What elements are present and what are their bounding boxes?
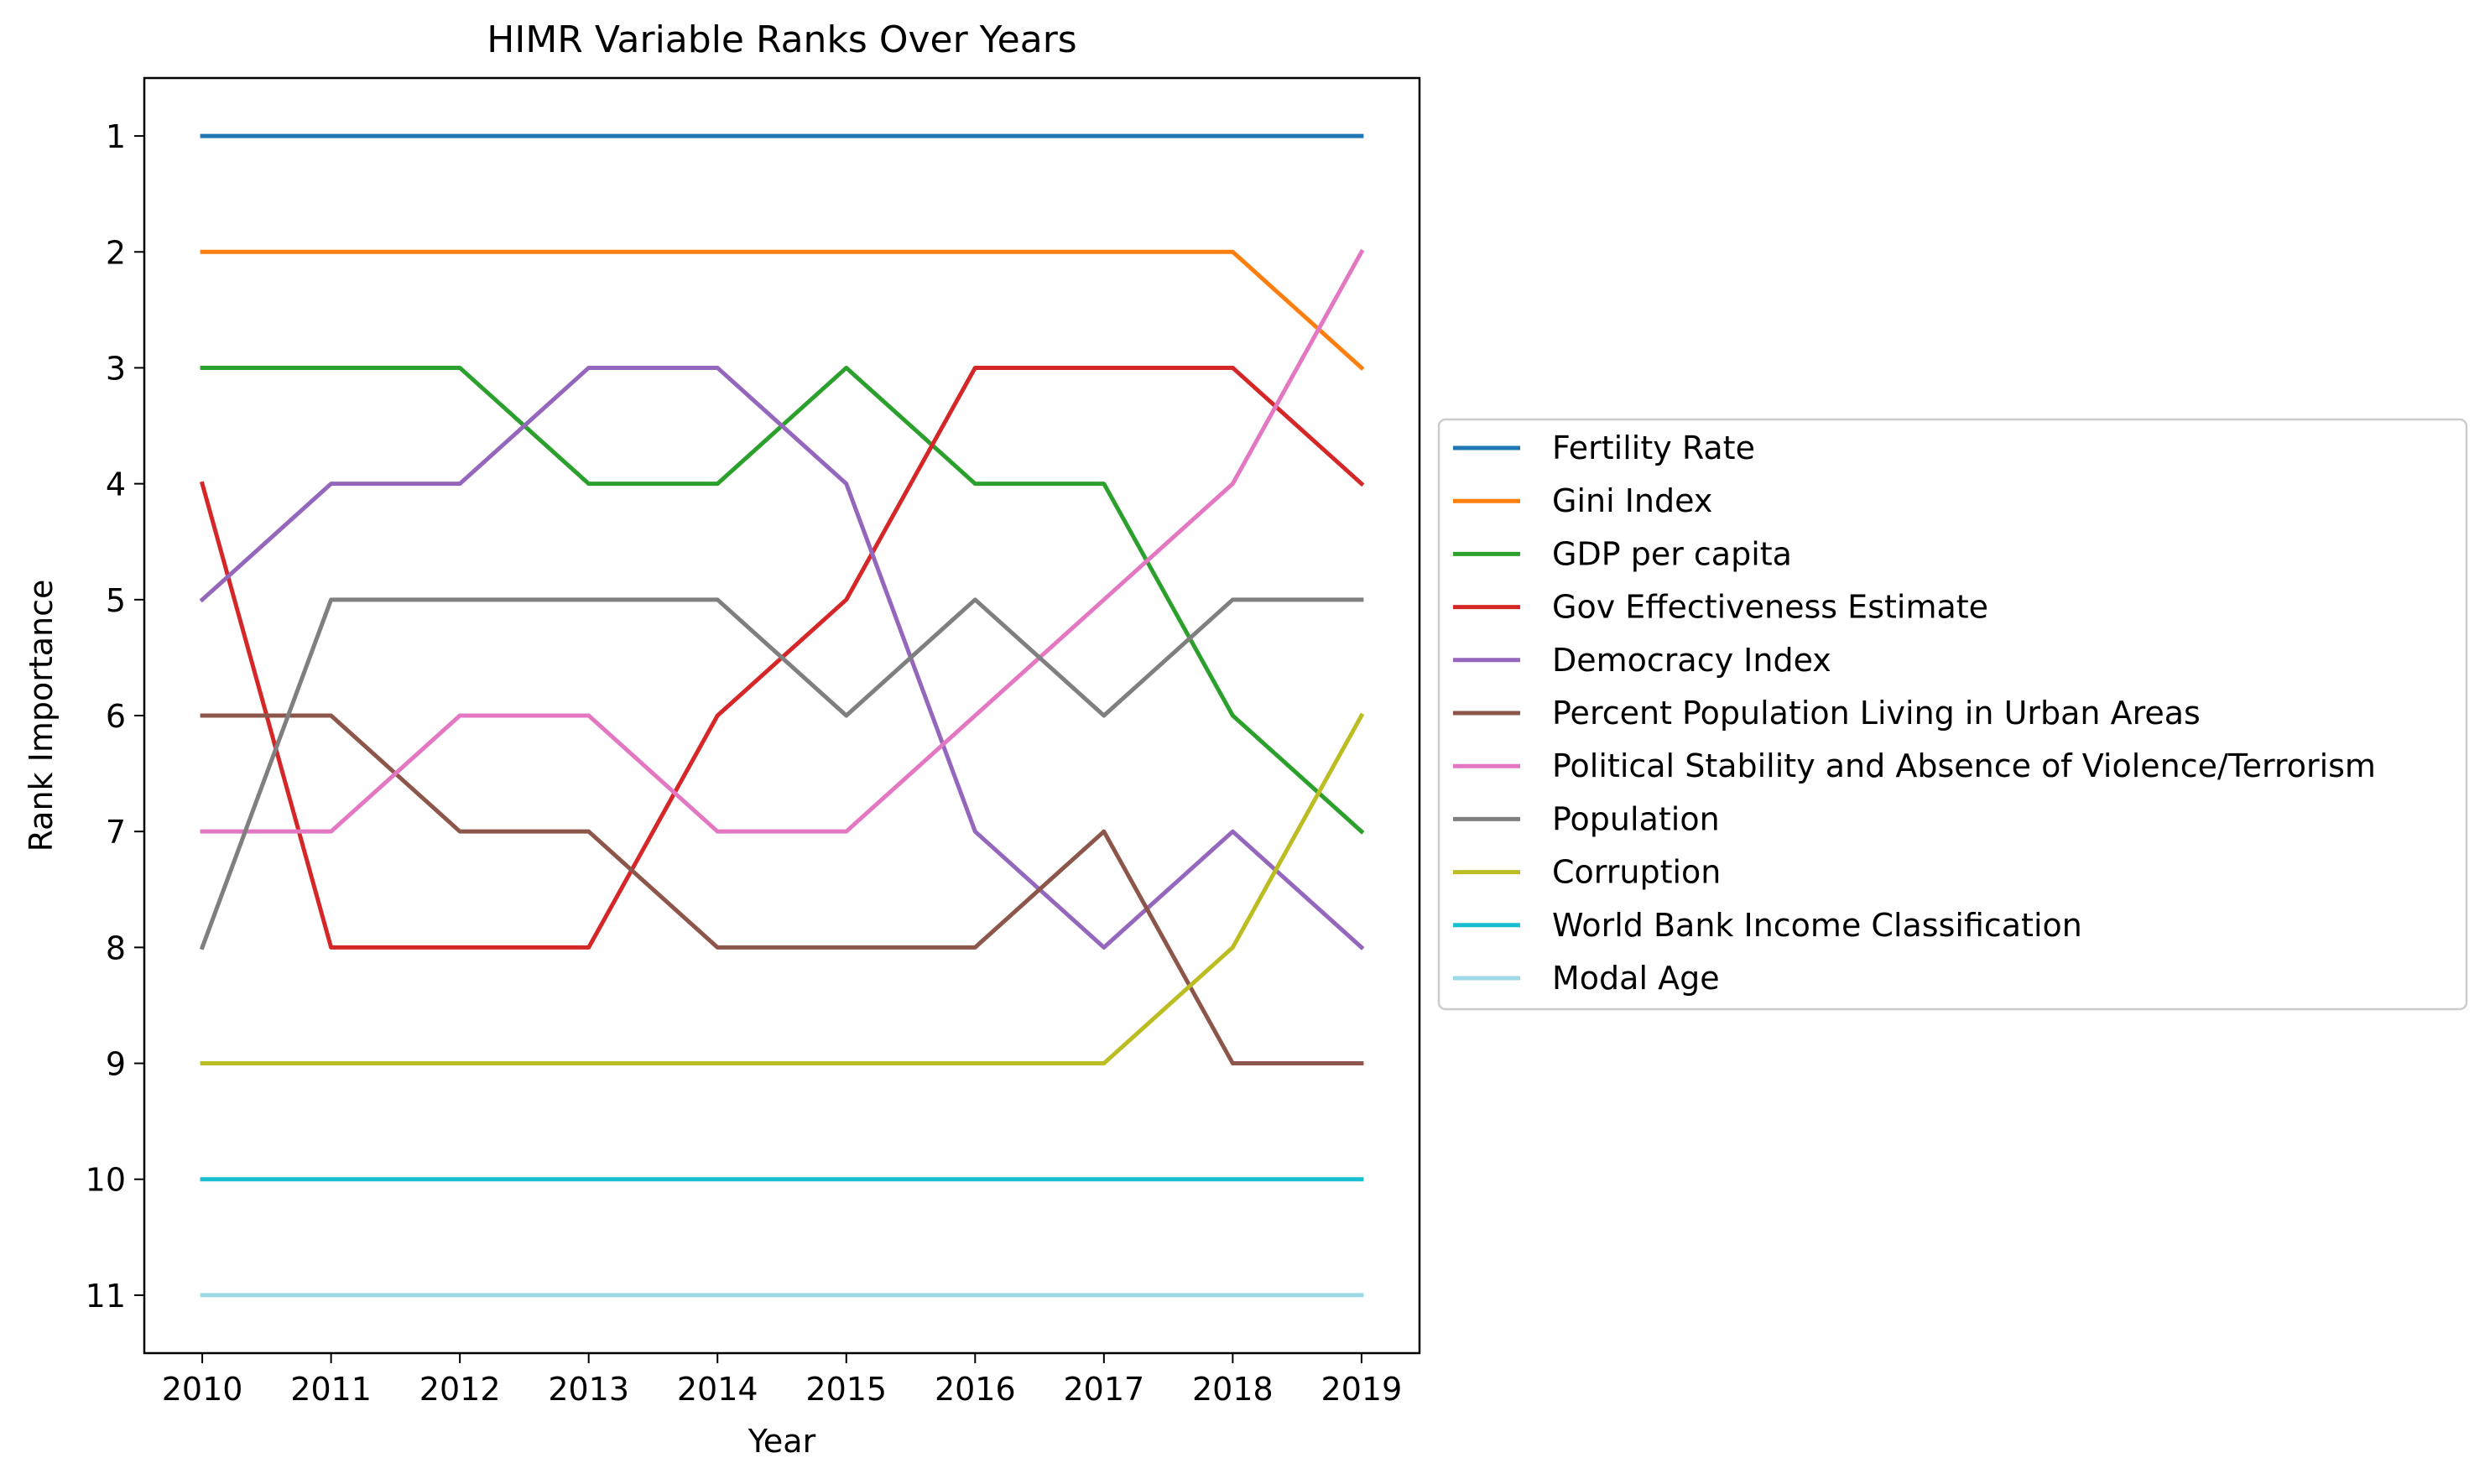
x-tick-label: 2019	[1321, 1371, 1403, 1408]
x-tick-label: 2013	[548, 1371, 629, 1408]
y-tick-label: 6	[106, 698, 126, 735]
y-tick-label: 4	[106, 466, 126, 503]
y-tick-label: 10	[86, 1162, 126, 1199]
legend: Fertility Rate Gini Index GDP per capita Go…	[1437, 418, 2468, 1011]
legend-label: Corruption	[1552, 854, 1721, 891]
series-line-7	[199, 597, 1364, 950]
legend-label: Gov Effectiveness Estimate	[1552, 589, 1988, 626]
y-axis-ticks: 1 2 3 4 5 6 7 8 9 10 11	[86, 118, 144, 1315]
chart-title: HIMR Variable Ranks Over Years	[487, 18, 1076, 61]
y-tick-label: 9	[106, 1046, 126, 1083]
x-tick-label: 2010	[162, 1371, 243, 1408]
x-tick-label: 2018	[1192, 1371, 1274, 1408]
x-axis-label: Year	[748, 1423, 816, 1460]
y-tick-label: 3	[106, 350, 126, 387]
y-tick-label: 7	[106, 814, 126, 851]
x-tick-label: 2014	[677, 1371, 758, 1408]
y-tick-label: 8	[106, 929, 126, 966]
legend-items: Fertility Rate Gini Index GDP per capita Go…	[1453, 430, 2376, 997]
x-axis-ticks: 2010 2011 2012 2013 2014 2015 2016 2017 2018 2019	[162, 1353, 1403, 1408]
x-tick-label: 2011	[290, 1371, 372, 1408]
series-layer	[199, 133, 1365, 1298]
legend-box	[1437, 418, 2468, 1011]
series-line-6	[200, 248, 1365, 834]
x-tick-label: 2016	[935, 1371, 1016, 1408]
x-tick-label: 2015	[805, 1371, 887, 1408]
y-tick-label: 5	[106, 582, 126, 619]
legend-label: Political Stability and Absence of Viole…	[1552, 747, 2376, 784]
legend-label: Modal Age	[1552, 960, 1720, 997]
legend-label: Democracy Index	[1552, 642, 1831, 679]
legend-label: GDP per capita	[1552, 535, 1792, 572]
series-line-1	[200, 249, 1365, 371]
y-tick-label: 1	[106, 118, 126, 155]
legend-label: Gini Index	[1552, 482, 1712, 519]
y-axis-label: Rank Importance	[23, 580, 60, 852]
x-tick-label: 2012	[419, 1371, 501, 1408]
legend-label: Fertility Rate	[1552, 430, 1755, 466]
series-line-4	[199, 365, 1365, 950]
series-line-8	[200, 712, 1365, 1066]
legend-label: World Bank Income Classification	[1552, 907, 2082, 944]
legend-label: Percent Population Living in Urban Areas	[1552, 695, 2201, 732]
y-tick-label: 11	[86, 1278, 126, 1315]
legend-label: Population	[1552, 800, 1720, 837]
y-tick-label: 2	[106, 234, 126, 271]
x-tick-label: 2017	[1063, 1371, 1144, 1408]
